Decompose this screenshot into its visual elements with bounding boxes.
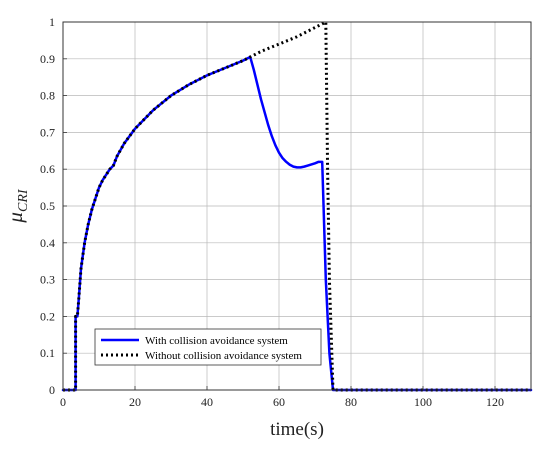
y-axis-label-base: μ: [3, 212, 27, 224]
x-tick-label: 60: [273, 395, 285, 409]
x-tick-label: 80: [345, 395, 357, 409]
legend-box: [94, 328, 322, 366]
y-axis-label-sub: CRI: [16, 188, 31, 212]
y-tick-label: 1: [49, 15, 55, 29]
tick-labels: 0 20 40 60 80 100 120 0 0.1 0.2 0.3 0.4 0.5 0.6 0.7 0.8…: [40, 15, 504, 409]
y-tick-label: 0: [49, 383, 55, 397]
series-without-system-line: [63, 20, 531, 392]
y-tick-label: 0.7: [40, 125, 55, 139]
x-tick-label: 40: [201, 395, 213, 409]
y-axis-label: μCRI: [3, 188, 31, 223]
y-tick-label: 0.3: [40, 273, 55, 287]
x-tick-label: 120: [486, 395, 504, 409]
x-axis-label: time(s): [270, 419, 324, 440]
plot-series: [61, 20, 533, 392]
x-tick-label: 20: [129, 395, 141, 409]
y-tick-label: 0.6: [40, 162, 55, 176]
y-tick-label: 0.8: [40, 89, 55, 103]
svg-text:μCRI: μCRI: [3, 188, 31, 223]
y-tick-label: 0.1: [40, 346, 55, 360]
legend-label-without-system: Without collision avoidance system: [145, 350, 302, 362]
y-tick-label: 0.4: [40, 236, 55, 250]
x-tick-label: 100: [414, 395, 432, 409]
x-tick-label: 0: [60, 395, 66, 409]
legend-label-with-system: With collision avoidance system: [145, 335, 288, 347]
y-tick-label: 0.2: [40, 309, 55, 323]
y-tick-label: 0.9: [40, 52, 55, 66]
y-tick-label: 0.5: [40, 199, 55, 213]
legend: With collision avoidance system Without …: [94, 328, 322, 366]
